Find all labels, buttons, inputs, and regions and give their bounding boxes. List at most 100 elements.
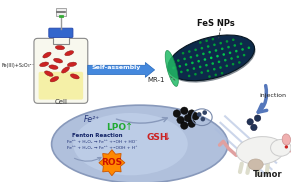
- Circle shape: [178, 65, 181, 67]
- Circle shape: [207, 70, 209, 72]
- Text: GSH: GSH: [146, 132, 168, 142]
- Circle shape: [247, 119, 253, 125]
- Circle shape: [235, 50, 237, 52]
- Circle shape: [194, 49, 197, 51]
- Circle shape: [172, 67, 175, 69]
- Text: ↓: ↓: [163, 132, 171, 142]
- Circle shape: [188, 75, 190, 77]
- Circle shape: [219, 66, 222, 69]
- Ellipse shape: [73, 113, 188, 175]
- Circle shape: [226, 64, 228, 67]
- Circle shape: [205, 64, 208, 67]
- Text: Fe²⁺ + H₂O₂ → Fe³⁺ +•OH + HO⁻: Fe²⁺ + H₂O₂ → Fe³⁺ +•OH + HO⁻: [68, 140, 138, 144]
- Circle shape: [182, 52, 184, 54]
- Circle shape: [212, 38, 214, 40]
- Text: Fe²⁺: Fe²⁺: [84, 115, 100, 124]
- Ellipse shape: [248, 159, 263, 170]
- Circle shape: [192, 113, 199, 120]
- Circle shape: [199, 41, 202, 44]
- Text: FeS NPs: FeS NPs: [197, 19, 235, 28]
- Text: ROS: ROS: [101, 158, 123, 167]
- Ellipse shape: [271, 139, 291, 156]
- Circle shape: [184, 115, 192, 122]
- Circle shape: [202, 110, 207, 115]
- Circle shape: [202, 53, 205, 55]
- Ellipse shape: [61, 67, 70, 73]
- Circle shape: [200, 71, 203, 74]
- Text: Self-assembly: Self-assembly: [92, 65, 141, 70]
- Circle shape: [232, 39, 235, 41]
- Circle shape: [213, 68, 216, 70]
- Circle shape: [177, 59, 180, 62]
- Circle shape: [254, 115, 261, 121]
- FancyBboxPatch shape: [49, 28, 73, 37]
- Circle shape: [221, 72, 223, 74]
- Circle shape: [181, 107, 188, 115]
- Circle shape: [219, 42, 222, 44]
- Ellipse shape: [49, 65, 58, 69]
- Circle shape: [227, 46, 230, 48]
- Circle shape: [186, 69, 189, 72]
- Ellipse shape: [168, 35, 255, 81]
- Ellipse shape: [70, 74, 79, 79]
- Polygon shape: [99, 150, 125, 176]
- Circle shape: [214, 74, 217, 76]
- Ellipse shape: [165, 50, 178, 86]
- Circle shape: [193, 67, 195, 70]
- Ellipse shape: [50, 77, 59, 82]
- Circle shape: [199, 66, 201, 68]
- FancyBboxPatch shape: [39, 72, 83, 100]
- Ellipse shape: [65, 51, 74, 56]
- Circle shape: [240, 43, 242, 45]
- Circle shape: [183, 58, 186, 60]
- FancyArrow shape: [88, 63, 155, 77]
- Circle shape: [204, 58, 206, 61]
- Circle shape: [180, 71, 183, 73]
- Circle shape: [185, 63, 187, 66]
- Ellipse shape: [55, 46, 65, 50]
- Ellipse shape: [282, 134, 290, 145]
- Ellipse shape: [52, 105, 228, 183]
- Circle shape: [196, 54, 198, 57]
- Circle shape: [188, 50, 191, 53]
- Circle shape: [173, 110, 181, 117]
- Ellipse shape: [54, 58, 63, 63]
- FancyBboxPatch shape: [34, 38, 88, 103]
- Circle shape: [194, 73, 197, 76]
- Circle shape: [191, 62, 194, 64]
- Text: Fe(III)+S₂O₃²⁻: Fe(III)+S₂O₃²⁻: [2, 63, 35, 68]
- Text: Tumor: Tumor: [253, 170, 283, 179]
- Circle shape: [212, 62, 214, 65]
- Circle shape: [197, 112, 201, 117]
- Circle shape: [243, 54, 245, 57]
- Circle shape: [222, 53, 225, 56]
- Circle shape: [188, 110, 196, 117]
- Circle shape: [216, 55, 219, 57]
- Ellipse shape: [290, 151, 291, 153]
- Ellipse shape: [40, 62, 49, 67]
- Circle shape: [177, 116, 184, 124]
- Text: Fenton Reaction: Fenton Reaction: [72, 133, 123, 138]
- Ellipse shape: [45, 71, 53, 76]
- Circle shape: [215, 49, 217, 52]
- Circle shape: [197, 60, 200, 63]
- Circle shape: [208, 51, 211, 53]
- Circle shape: [210, 57, 212, 59]
- Circle shape: [205, 40, 208, 42]
- Circle shape: [285, 145, 288, 149]
- Circle shape: [238, 61, 241, 64]
- Text: Fe³⁺ + H₂O₂ → Fe²⁺ +•OOH + H⁺: Fe³⁺ + H₂O₂ → Fe²⁺ +•OOH + H⁺: [68, 146, 138, 150]
- FancyBboxPatch shape: [52, 33, 69, 44]
- Circle shape: [181, 122, 188, 129]
- Circle shape: [251, 124, 257, 131]
- Circle shape: [213, 43, 216, 46]
- Text: MR-1: MR-1: [147, 77, 165, 83]
- Circle shape: [230, 57, 233, 60]
- Circle shape: [200, 47, 203, 50]
- Ellipse shape: [236, 137, 284, 165]
- Ellipse shape: [68, 62, 77, 67]
- Circle shape: [218, 60, 220, 63]
- Circle shape: [232, 63, 234, 65]
- Text: Cell: Cell: [54, 99, 68, 105]
- Circle shape: [200, 117, 205, 121]
